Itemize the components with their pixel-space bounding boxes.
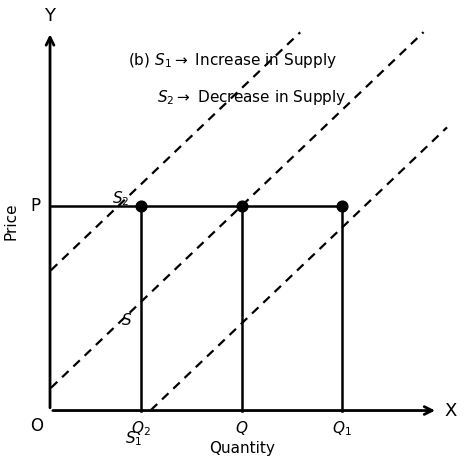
Text: $S_1$: $S_1$ [125,429,143,448]
Text: Y: Y [45,7,55,25]
Text: Quantity: Quantity [209,441,274,456]
Text: $S_2$: $S_2$ [111,189,129,208]
Text: X: X [445,402,457,420]
Text: (b) $S_1$$\rightarrow$ Increase in Supply: (b) $S_1$$\rightarrow$ Increase in Suppl… [128,51,337,70]
Point [238,202,246,209]
Point [338,202,346,209]
Text: $S_2$$\rightarrow$ Decrease in Supply: $S_2$$\rightarrow$ Decrease in Supply [157,88,346,107]
Text: Price: Price [4,202,18,240]
Text: P: P [31,197,41,215]
Text: $Q_1$: $Q_1$ [332,419,352,438]
Text: $S$: $S$ [121,312,132,328]
Text: O: O [30,417,43,435]
Text: $Q$: $Q$ [235,419,248,437]
Text: $Q_2$: $Q_2$ [131,419,151,438]
Point [137,202,145,209]
